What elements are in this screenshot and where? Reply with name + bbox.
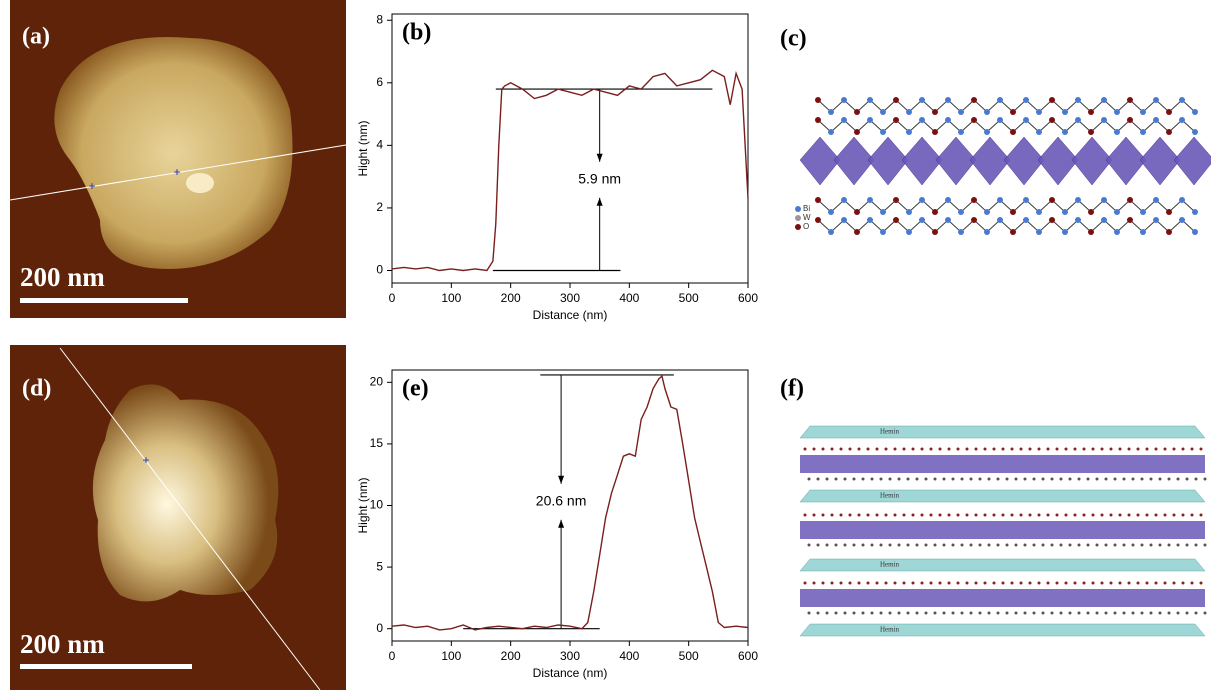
layer-label: Hemin [880, 492, 900, 500]
y-tick-label: 4 [376, 138, 383, 152]
plot-frame [391, 13, 749, 284]
x-tick-label: 300 [560, 649, 580, 663]
x-tick-label: 0 [389, 291, 396, 305]
x-tick-label: 300 [560, 291, 580, 305]
y-tick-label: 5 [376, 559, 383, 573]
scale-bar-label: 200 nm [20, 629, 105, 659]
x-axis-label: Distance (nm) [533, 308, 608, 322]
panel-label: (a) [22, 24, 50, 50]
data-line [391, 374, 749, 631]
layer-label: Hemin [880, 561, 900, 569]
panel-label: (d) [22, 376, 51, 402]
x-tick-label: 400 [619, 291, 639, 305]
x-tick-label: 100 [441, 291, 461, 305]
y-tick-label: 0 [376, 263, 383, 277]
crystal-structure-f: (f) Hemin Hemin Hemin Hemin [780, 376, 1207, 637]
x-tick-label: 600 [738, 649, 758, 663]
panel-label: (b) [402, 20, 431, 46]
svg-text:+: + [88, 179, 95, 193]
x-tick-label: 200 [501, 291, 521, 305]
annotation: 5.9 nm [578, 170, 621, 186]
legend-label: Bi [803, 204, 810, 213]
y-tick-label: 8 [376, 12, 383, 26]
x-tick-label: 400 [619, 649, 639, 663]
y-tick-label: 2 [376, 200, 383, 214]
data-line [391, 69, 749, 272]
y-tick-label: 0 [376, 621, 383, 635]
x-tick-label: 500 [679, 291, 699, 305]
afm-image-d: + (d) 200 nm [10, 345, 346, 691]
y-tick-label: 20 [370, 374, 384, 388]
panel-label: (f) [780, 376, 804, 402]
layer-label: Hemin [880, 626, 900, 634]
crystal-structure-c: (c) Bi W O [780, 26, 1211, 235]
x-tick-label: 600 [738, 291, 758, 305]
panel-label: (e) [402, 376, 429, 402]
y-tick-label: 6 [376, 75, 383, 89]
scale-bar-label: 200 nm [20, 262, 105, 292]
layer-label: Hemin [880, 428, 900, 436]
annotation: 20.6 nm [536, 493, 587, 509]
svg-text:+: + [142, 453, 149, 467]
legend-label: O [803, 222, 809, 231]
afm-image-a: + + (a) 200 nm [9, 0, 347, 318]
legend-label: W [803, 213, 811, 222]
y-axis-label: Hight (nm) [356, 120, 370, 176]
x-tick-label: 500 [679, 649, 699, 663]
x-axis-label: Distance (nm) [533, 666, 608, 680]
y-tick-label: 10 [370, 498, 384, 512]
panel-label: (c) [780, 26, 807, 52]
x-tick-label: 100 [441, 649, 461, 663]
y-tick-label: 15 [370, 436, 384, 450]
y-axis-label: Hight (nm) [356, 477, 370, 533]
svg-text:+: + [173, 165, 180, 179]
x-tick-label: 200 [501, 649, 521, 663]
x-tick-label: 0 [389, 649, 396, 663]
